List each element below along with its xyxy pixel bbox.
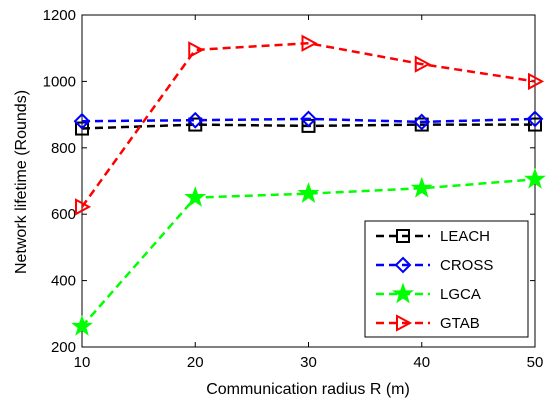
x-tick-label: 30 <box>300 354 317 371</box>
x-tick-label: 10 <box>74 354 91 371</box>
legend-marker-lgca <box>392 282 414 304</box>
x-tick-label: 20 <box>187 354 204 371</box>
series-line-gtab <box>80 41 536 208</box>
ticks: 10 20 30 40 50 200 400 600 800 1000 1200 <box>43 7 544 371</box>
data-point-gtab <box>414 55 431 73</box>
data-point-lgca <box>297 182 320 203</box>
x-tick-label: 40 <box>413 354 430 371</box>
data-point-cross <box>73 112 91 130</box>
data-point-lgca <box>184 186 207 207</box>
legend-label-lgca: LGCA <box>440 286 481 303</box>
series-line-lgca <box>81 178 536 328</box>
data-point-leach <box>75 121 89 136</box>
y-tick-label: 1200 <box>43 7 76 24</box>
data-point-gtab <box>301 34 318 52</box>
y-tick-label: 600 <box>51 206 76 223</box>
data-point-cross <box>526 110 544 128</box>
data-point-lgca <box>71 314 93 336</box>
data-point-gtab <box>528 72 545 91</box>
data-point-lgca <box>410 176 433 198</box>
legend-box <box>364 220 529 338</box>
legend: LEACH CROSS LGCA GTAB <box>364 220 529 338</box>
data-point-leach <box>188 117 203 132</box>
legend-label-gtab: GTAB <box>440 315 480 332</box>
data-point-leach <box>528 117 542 132</box>
data-point-lgca <box>524 167 546 189</box>
y-tick-label: 200 <box>51 339 76 356</box>
y-tick-label: 800 <box>51 140 76 157</box>
legend-marker-leach <box>396 229 410 243</box>
data-point-gtab <box>75 198 92 216</box>
data-point-cross <box>186 111 204 129</box>
legend-marker-gtab <box>396 314 413 332</box>
legend-label-leach: LEACH <box>440 228 490 245</box>
data-point-leach <box>414 117 429 132</box>
y-tick-label: 400 <box>51 273 76 290</box>
data-point-cross <box>413 113 431 131</box>
y-tick-label: 1000 <box>43 73 76 90</box>
x-axis-label: Communication radius R (m) <box>206 381 410 398</box>
series-line-cross <box>81 117 536 124</box>
data-point-gtab <box>188 41 205 59</box>
x-tick-label: 50 <box>527 354 544 371</box>
data-point-cross <box>300 110 317 128</box>
y-axis-label: Network lifetime (Rounds) <box>13 90 30 274</box>
legend-marker-cross <box>394 256 412 274</box>
series <box>71 34 546 336</box>
legend-label-cross: CROSS <box>440 257 493 274</box>
